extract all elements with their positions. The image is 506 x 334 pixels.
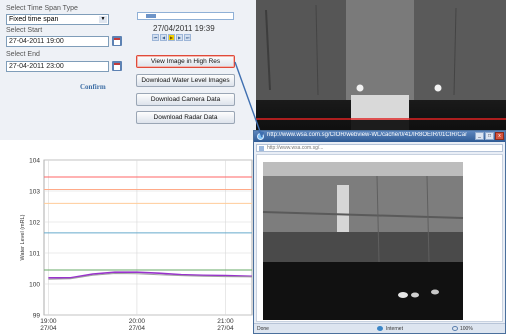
time-span-type-select[interactable]: Fixed time span ▼: [6, 14, 109, 25]
x-tick-date-label: 27/04: [129, 325, 146, 332]
high-res-popup-window: http://www.wsa.com.sg/CIOR/webview-WL/ca…: [253, 130, 506, 334]
start-datetime-input[interactable]: 27-04-2011 19:00: [6, 36, 109, 47]
x-tick-label: 21:00: [217, 318, 234, 325]
x-tick-label: 19:00: [40, 318, 57, 325]
end-label: Select End: [6, 51, 40, 58]
view-high-res-button[interactable]: View Image in High Res: [136, 55, 235, 68]
calendar-icon[interactable]: [112, 36, 122, 46]
maximize-icon[interactable]: □: [485, 132, 494, 140]
x-tick-date-label: 27/04: [40, 325, 57, 332]
address-text: http://www.wsa.com.sg/...: [267, 145, 324, 151]
next-frame-icon[interactable]: ▶: [176, 34, 183, 41]
popup-title-bar[interactable]: http://www.wsa.com.sg/CIOR/webview-WL/ca…: [254, 131, 505, 142]
y-tick-label: 102: [29, 220, 40, 227]
confirm-link[interactable]: Confirm: [80, 83, 106, 91]
status-bar: Done Internet 100%: [254, 323, 505, 333]
popup-title: http://www.wsa.com.sg/CIOR/webview-WL/ca…: [267, 132, 467, 138]
previous-frame-icon[interactable]: ◀: [160, 34, 167, 41]
end-datetime-input[interactable]: 27-04-2011 23:00: [6, 61, 109, 72]
slider-handle[interactable]: [145, 14, 156, 18]
water-level-chart-plot: 9910010110210310419:0027/0420:0027/0421:…: [20, 158, 253, 332]
browser-icon: [257, 133, 264, 140]
y-axis-label: Water Level (mRL): [20, 214, 26, 260]
timeline-slider[interactable]: [137, 12, 234, 20]
minimize-icon[interactable]: _: [475, 132, 484, 140]
time-span-type-label: Select Time Span Type: [6, 5, 78, 12]
camera-image-graphic: [256, 0, 506, 140]
browser-content: [256, 154, 503, 322]
current-timestamp: 27/04/2011 19:39: [153, 24, 215, 33]
download-water-level-button[interactable]: Download Water Level Images: [136, 74, 235, 87]
water-level-chart: 99 100 101 102 103 104 19:00 27/04 20:00 27/04 21:…: [0, 140, 256, 334]
status-zone: Internet: [386, 326, 403, 332]
start-label: Select Start: [6, 27, 43, 34]
address-bar[interactable]: http://www.wsa.com.sg/...: [256, 144, 503, 152]
page-icon: [259, 146, 264, 151]
y-tick-label: 99: [33, 313, 41, 320]
download-radar-button[interactable]: Download Radar Data: [136, 111, 235, 124]
series-line: [48, 272, 253, 280]
globe-icon: [377, 326, 383, 331]
playback-controls: ⏮ ◀ ▶ ▶ ⏭: [152, 34, 191, 42]
y-tick-label: 104: [29, 158, 40, 165]
x-tick-label: 20:00: [129, 318, 146, 325]
zoom-icon[interactable]: [452, 326, 458, 331]
chevron-down-icon[interactable]: ▼: [99, 16, 107, 23]
y-tick-label: 103: [29, 189, 40, 196]
download-camera-button[interactable]: Download Camera Data: [136, 93, 235, 106]
y-tick-label: 101: [29, 251, 40, 258]
calendar-icon[interactable]: [112, 61, 122, 71]
control-panel: Select Time Span Type Fixed time span ▼ …: [0, 0, 256, 140]
camera-image: [256, 0, 506, 140]
zoom-level[interactable]: 100%: [460, 326, 473, 332]
first-frame-icon[interactable]: ⏮: [152, 34, 159, 41]
status-done: Done: [257, 326, 269, 332]
last-frame-icon[interactable]: ⏭: [184, 34, 191, 41]
close-icon[interactable]: x: [495, 132, 504, 140]
play-icon[interactable]: ▶: [168, 34, 175, 41]
x-tick-date-label: 27/04: [217, 325, 234, 332]
high-res-camera-image: [257, 155, 502, 321]
plot-area: [43, 159, 253, 316]
time-span-type-value: Fixed time span: [9, 16, 59, 23]
series-line: [48, 271, 253, 279]
y-tick-label: 100: [29, 282, 40, 289]
